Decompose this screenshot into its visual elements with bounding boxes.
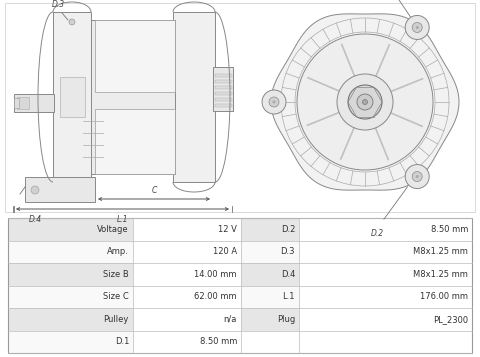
Text: Pulley: Pulley (104, 315, 129, 324)
Circle shape (416, 175, 419, 178)
Circle shape (362, 100, 368, 105)
Bar (215, 104, 232, 107)
Circle shape (69, 19, 75, 25)
Circle shape (31, 186, 39, 194)
Text: Size B: Size B (103, 270, 129, 279)
Text: D.2: D.2 (371, 228, 384, 237)
Bar (241, 331, 299, 353)
Bar (133, 331, 241, 353)
Bar (299, 218, 472, 241)
Circle shape (416, 26, 419, 29)
Bar (213, 67, 233, 111)
Text: n/a: n/a (224, 315, 237, 324)
Bar (241, 241, 299, 263)
Bar (133, 218, 241, 241)
Text: 8.50 mm: 8.50 mm (200, 337, 237, 346)
Circle shape (262, 90, 286, 114)
Bar (215, 80, 232, 83)
Bar (5, 3, 475, 212)
Circle shape (348, 85, 382, 119)
Text: D.2: D.2 (281, 225, 295, 234)
Bar (299, 263, 472, 286)
Bar (14, 94, 54, 112)
Bar (299, 286, 472, 308)
Text: 8.50 mm: 8.50 mm (431, 225, 468, 234)
Text: 176.00 mm: 176.00 mm (420, 292, 468, 301)
Bar (215, 74, 232, 77)
Text: C: C (151, 186, 156, 195)
Bar (8, 241, 133, 263)
Bar (95, 20, 175, 92)
Circle shape (357, 94, 373, 110)
Bar (215, 86, 232, 89)
Text: Plug: Plug (277, 315, 295, 324)
Bar (133, 263, 241, 286)
Bar (53, 12, 91, 182)
Text: 62.00 mm: 62.00 mm (194, 292, 237, 301)
Text: 120 A: 120 A (213, 247, 237, 256)
Bar (173, 12, 215, 182)
Bar (241, 286, 299, 308)
Bar (25, 177, 95, 202)
Text: L.1: L.1 (283, 292, 295, 301)
Bar (8, 218, 133, 241)
Text: Voltage: Voltage (97, 225, 129, 234)
Text: D.3: D.3 (51, 0, 65, 9)
Bar (299, 331, 472, 353)
Bar (8, 308, 133, 331)
Circle shape (405, 15, 429, 40)
Bar (299, 241, 472, 263)
Polygon shape (271, 14, 459, 190)
Bar (299, 308, 472, 331)
Bar (241, 218, 299, 241)
Bar (8, 218, 472, 353)
Text: M8x1.25 mm: M8x1.25 mm (413, 270, 468, 279)
Bar (8, 286, 133, 308)
Text: D.4: D.4 (281, 270, 295, 279)
Text: D.1: D.1 (115, 337, 129, 346)
Bar (241, 263, 299, 286)
Bar (60, 77, 85, 117)
Bar (14, 98, 19, 108)
Bar (215, 92, 232, 95)
Text: Size C: Size C (103, 292, 129, 301)
Text: D.3: D.3 (280, 247, 295, 256)
Bar (133, 308, 241, 331)
Bar (78, 20, 175, 174)
Bar (8, 331, 133, 353)
Bar (17, 97, 29, 109)
Text: 14.00 mm: 14.00 mm (194, 270, 237, 279)
Circle shape (269, 97, 279, 107)
Bar (95, 109, 175, 174)
Bar (133, 241, 241, 263)
Bar (8, 263, 133, 286)
Bar (215, 98, 232, 101)
Bar (133, 286, 241, 308)
Circle shape (337, 74, 393, 130)
Text: 12 V: 12 V (218, 225, 237, 234)
Bar (241, 308, 299, 331)
Circle shape (405, 165, 429, 188)
Circle shape (273, 101, 276, 104)
Text: D.4: D.4 (28, 215, 42, 224)
Text: L.1: L.1 (117, 215, 128, 224)
Text: PL_2300: PL_2300 (433, 315, 468, 324)
Text: M8x1.25 mm: M8x1.25 mm (413, 247, 468, 256)
Circle shape (297, 34, 433, 170)
Circle shape (412, 172, 422, 182)
Circle shape (412, 22, 422, 32)
Text: Amp.: Amp. (107, 247, 129, 256)
